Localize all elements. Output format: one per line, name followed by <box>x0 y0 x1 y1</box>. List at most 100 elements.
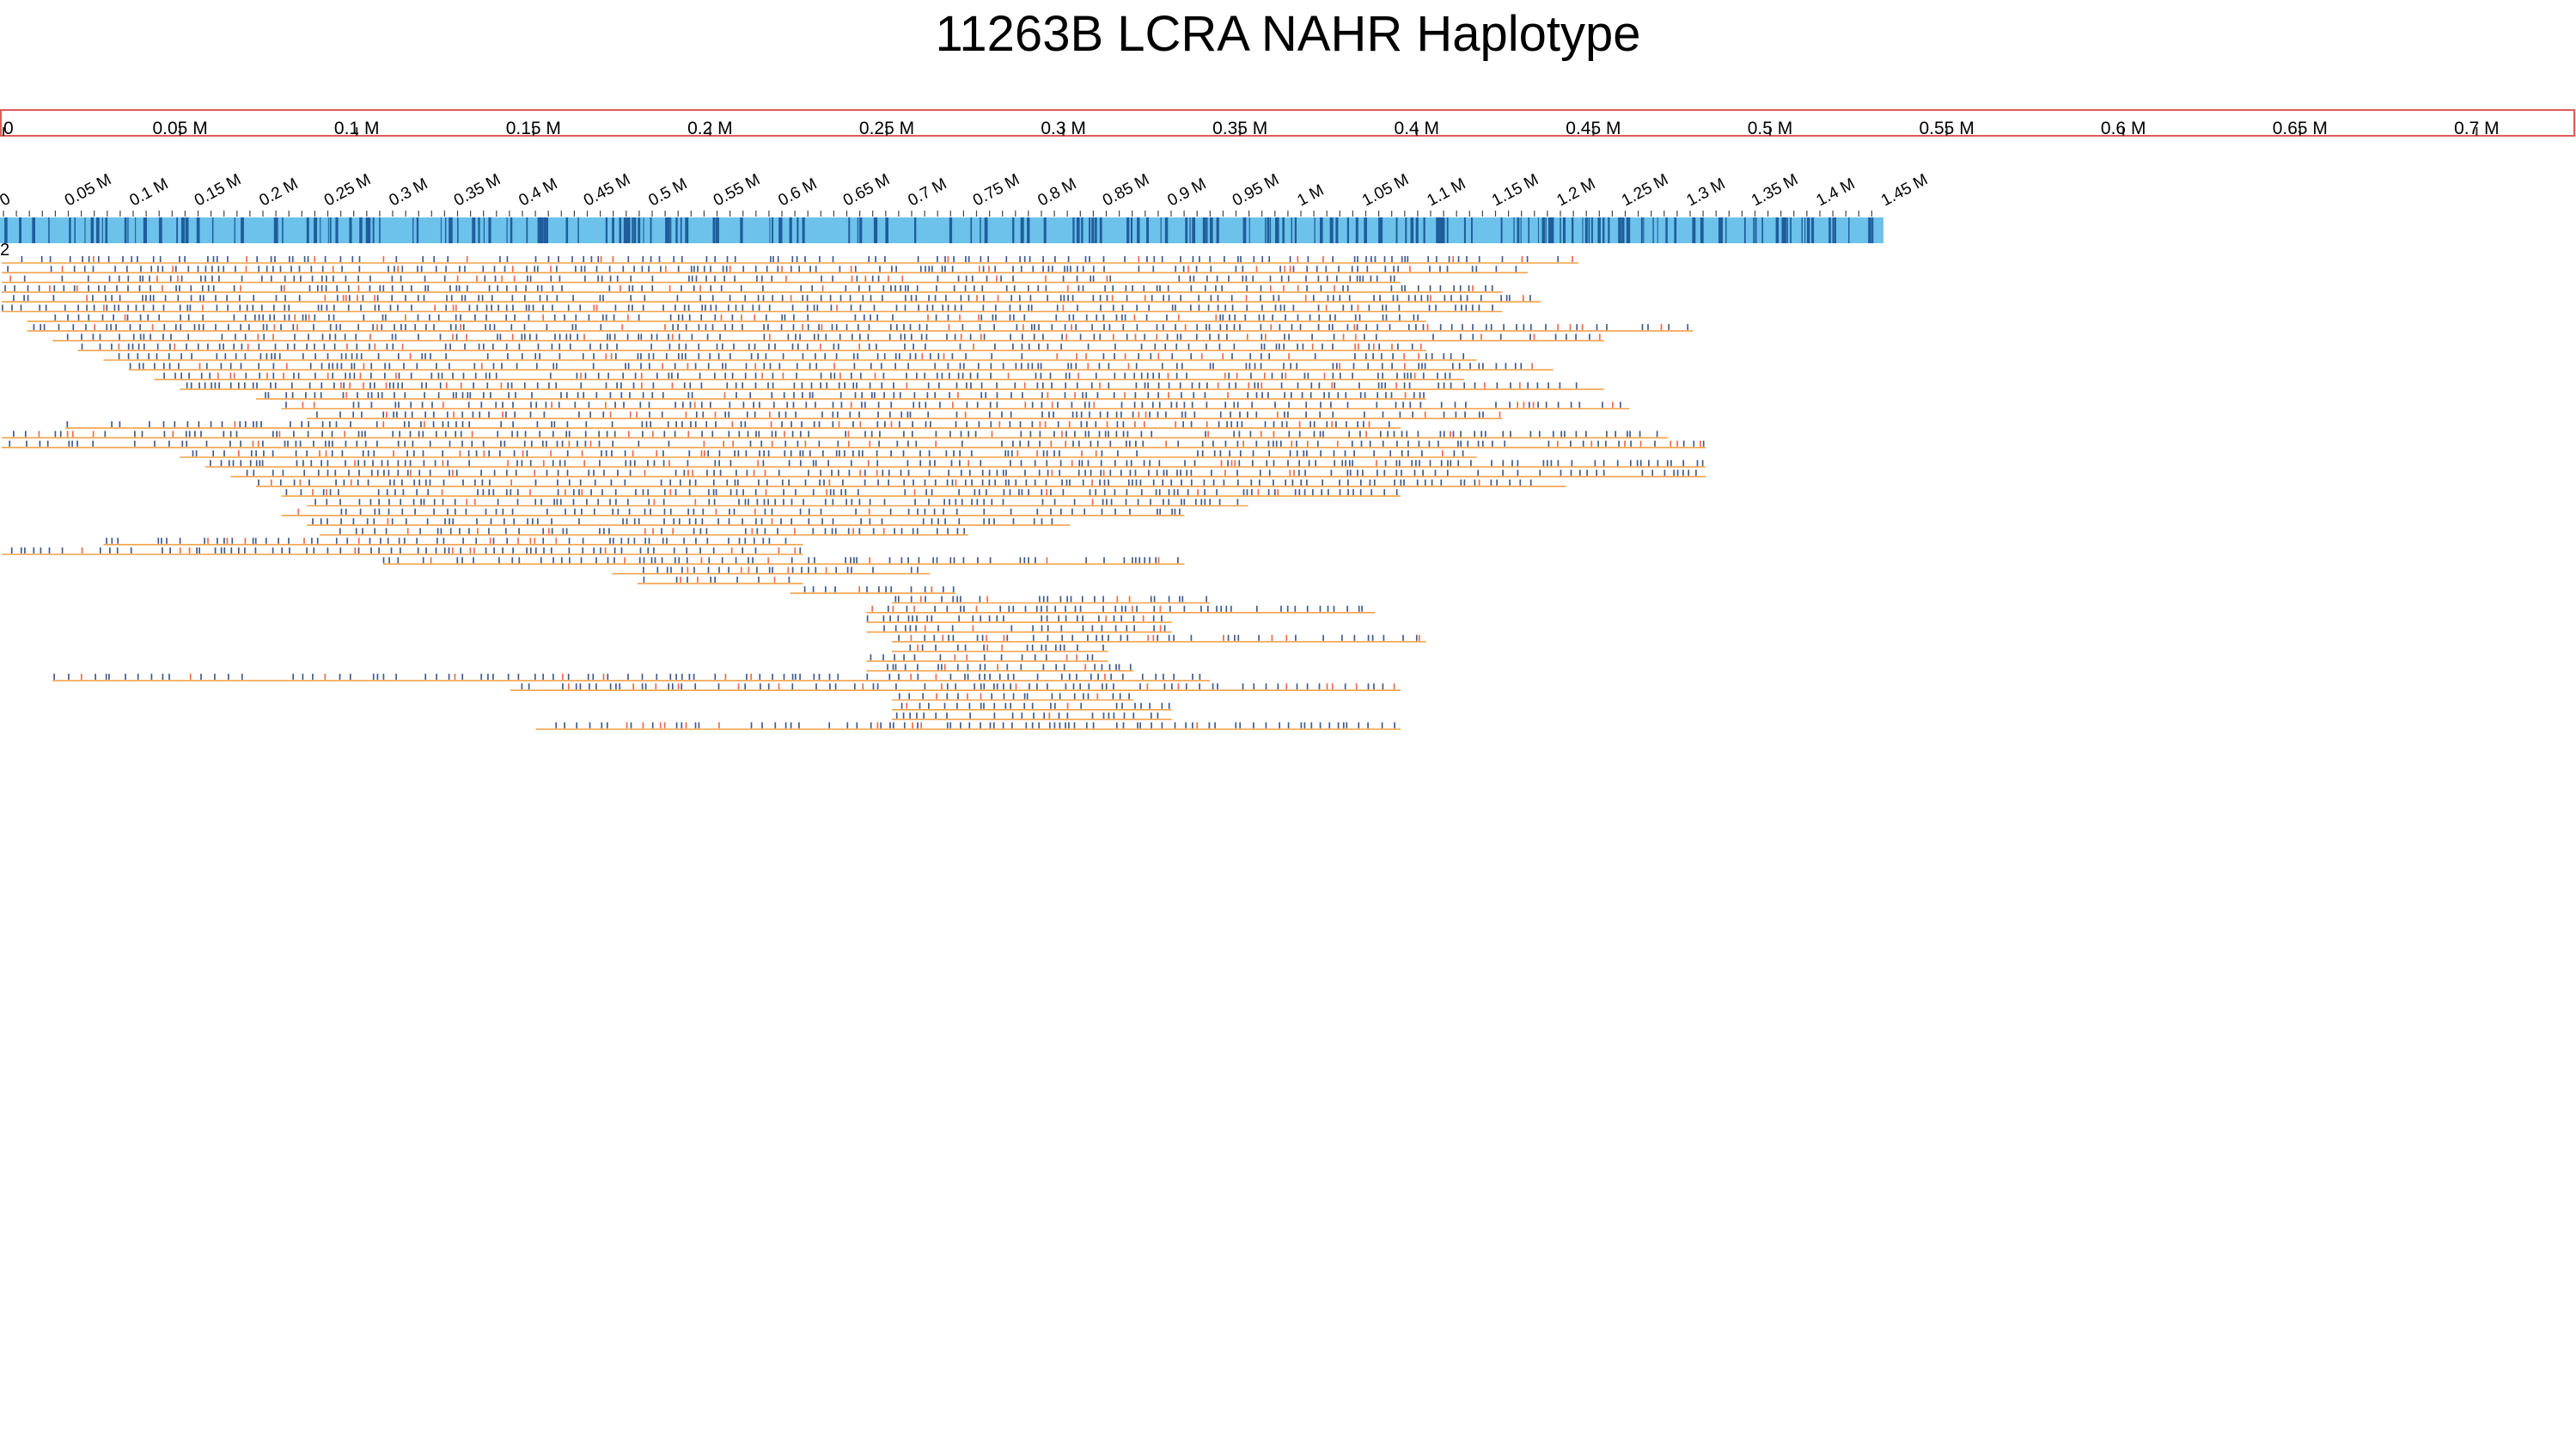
reference-feature <box>565 217 569 243</box>
reference-feature <box>1089 217 1091 243</box>
reference-feature <box>1775 217 1779 243</box>
reference-scale-label: 0.5 M <box>645 175 690 211</box>
reference-feature <box>612 217 614 243</box>
reference-feature <box>1786 217 1788 243</box>
reference-scale-label: 0.85 M <box>1100 171 1152 211</box>
reference-feature <box>185 217 189 243</box>
reference-feature <box>379 217 381 243</box>
reference-feature <box>1126 217 1130 243</box>
reference-feature <box>1618 217 1621 243</box>
read-row <box>281 401 1630 410</box>
reference-feature <box>457 217 459 243</box>
read-row <box>2 256 1579 264</box>
reference-feature <box>859 217 861 243</box>
reference-feature <box>1513 217 1515 243</box>
reference-scale-label: 0.75 M <box>970 171 1022 211</box>
reference-feature <box>416 217 419 243</box>
reference-feature <box>985 217 988 243</box>
reference-feature <box>48 217 50 243</box>
reference-feature <box>873 217 876 243</box>
reference-feature <box>445 217 447 243</box>
reference-feature <box>1146 217 1149 243</box>
read-row <box>866 654 1108 663</box>
reference-feature <box>772 217 773 243</box>
read-row <box>2 275 1401 284</box>
reference-feature <box>633 217 637 243</box>
reference-feature <box>1588 217 1590 243</box>
read-row <box>892 693 1134 701</box>
reference-feature <box>1781 217 1785 243</box>
reference-feature <box>1043 217 1047 243</box>
read-row <box>103 353 1477 361</box>
reference-feature <box>241 217 244 243</box>
reference-feature <box>1415 217 1419 243</box>
top-scale-label: 0.3 M <box>1041 119 1086 138</box>
reference-feature <box>483 217 485 243</box>
reference-feature <box>1718 217 1722 243</box>
reference-feature <box>1294 217 1297 243</box>
reference-feature <box>472 217 476 243</box>
reference-feature <box>158 217 162 243</box>
reference-scale-label: 0.9 M <box>1164 175 1209 211</box>
top-scale-label: 0.65 M <box>2273 119 2328 138</box>
read-row <box>230 469 1706 478</box>
reference-feature <box>1027 217 1030 243</box>
reference-feature <box>365 217 369 243</box>
reference-feature <box>1500 217 1503 243</box>
reference-feature <box>1076 217 1080 243</box>
reference-feature <box>665 217 668 243</box>
reference-feature <box>632 217 633 243</box>
reference-feature <box>1436 217 1439 243</box>
reference-feature <box>1243 217 1247 243</box>
reference-feature <box>1189 217 1191 243</box>
page-title: 11263B LCRA NAHR Haplotype <box>935 6 1641 62</box>
reference-feature <box>1832 217 1834 243</box>
read-row <box>866 605 1376 614</box>
reference-feature <box>368 217 371 243</box>
reference-feature <box>1267 217 1270 243</box>
reference-feature <box>1210 217 1213 243</box>
reference-feature <box>1346 217 1349 243</box>
reference-feature <box>1629 217 1631 243</box>
read-row <box>52 333 1604 342</box>
reference-feature <box>526 217 528 243</box>
read-row <box>256 392 1426 400</box>
reference-scale-label: 1.4 M <box>1813 175 1858 211</box>
reference-feature <box>1753 217 1755 243</box>
reference-feature <box>1868 217 1871 243</box>
reference-feature <box>124 217 127 243</box>
reference-scale-label: 0.95 M <box>1230 171 1282 211</box>
read-row <box>65 421 1401 429</box>
read-row <box>52 673 1210 682</box>
reference-feature <box>860 217 863 243</box>
reference-scale-label: 1 M <box>1294 181 1327 210</box>
reference-feature <box>650 217 652 243</box>
reference-feature <box>276 217 278 243</box>
reference-feature <box>1643 217 1645 243</box>
reference-feature <box>1291 217 1292 243</box>
read-row <box>382 557 1185 566</box>
reference-feature <box>1626 217 1629 243</box>
reference-feature <box>1828 217 1831 243</box>
reference-feature <box>1020 217 1024 243</box>
reference-feature <box>84 217 86 243</box>
reference-feature <box>90 217 93 243</box>
reference-feature <box>1640 217 1643 243</box>
reference-feature <box>1621 217 1625 243</box>
reference-feature <box>349 217 352 243</box>
reference-feature <box>769 217 771 243</box>
read-rows <box>2 256 1706 731</box>
reference-track: 0 0.05 M 0.1 M 0.15 M 0.2 M 0.25 M 0.3 M 0.35 M… <box>0 171 1931 260</box>
reference-feature <box>196 217 200 243</box>
reference-feature <box>327 217 329 243</box>
reference-feature <box>1440 217 1444 243</box>
reference-scale-label: 1.25 M <box>1619 171 1671 211</box>
reference-scale-label: 1.35 M <box>1749 171 1801 211</box>
reference-feature <box>1355 217 1358 243</box>
reference-scale-label: 1.1 M <box>1424 175 1468 211</box>
reference-feature <box>1725 217 1727 243</box>
reference-feature <box>1871 217 1874 243</box>
reference-feature <box>638 217 640 243</box>
reference-feature <box>1584 217 1588 243</box>
